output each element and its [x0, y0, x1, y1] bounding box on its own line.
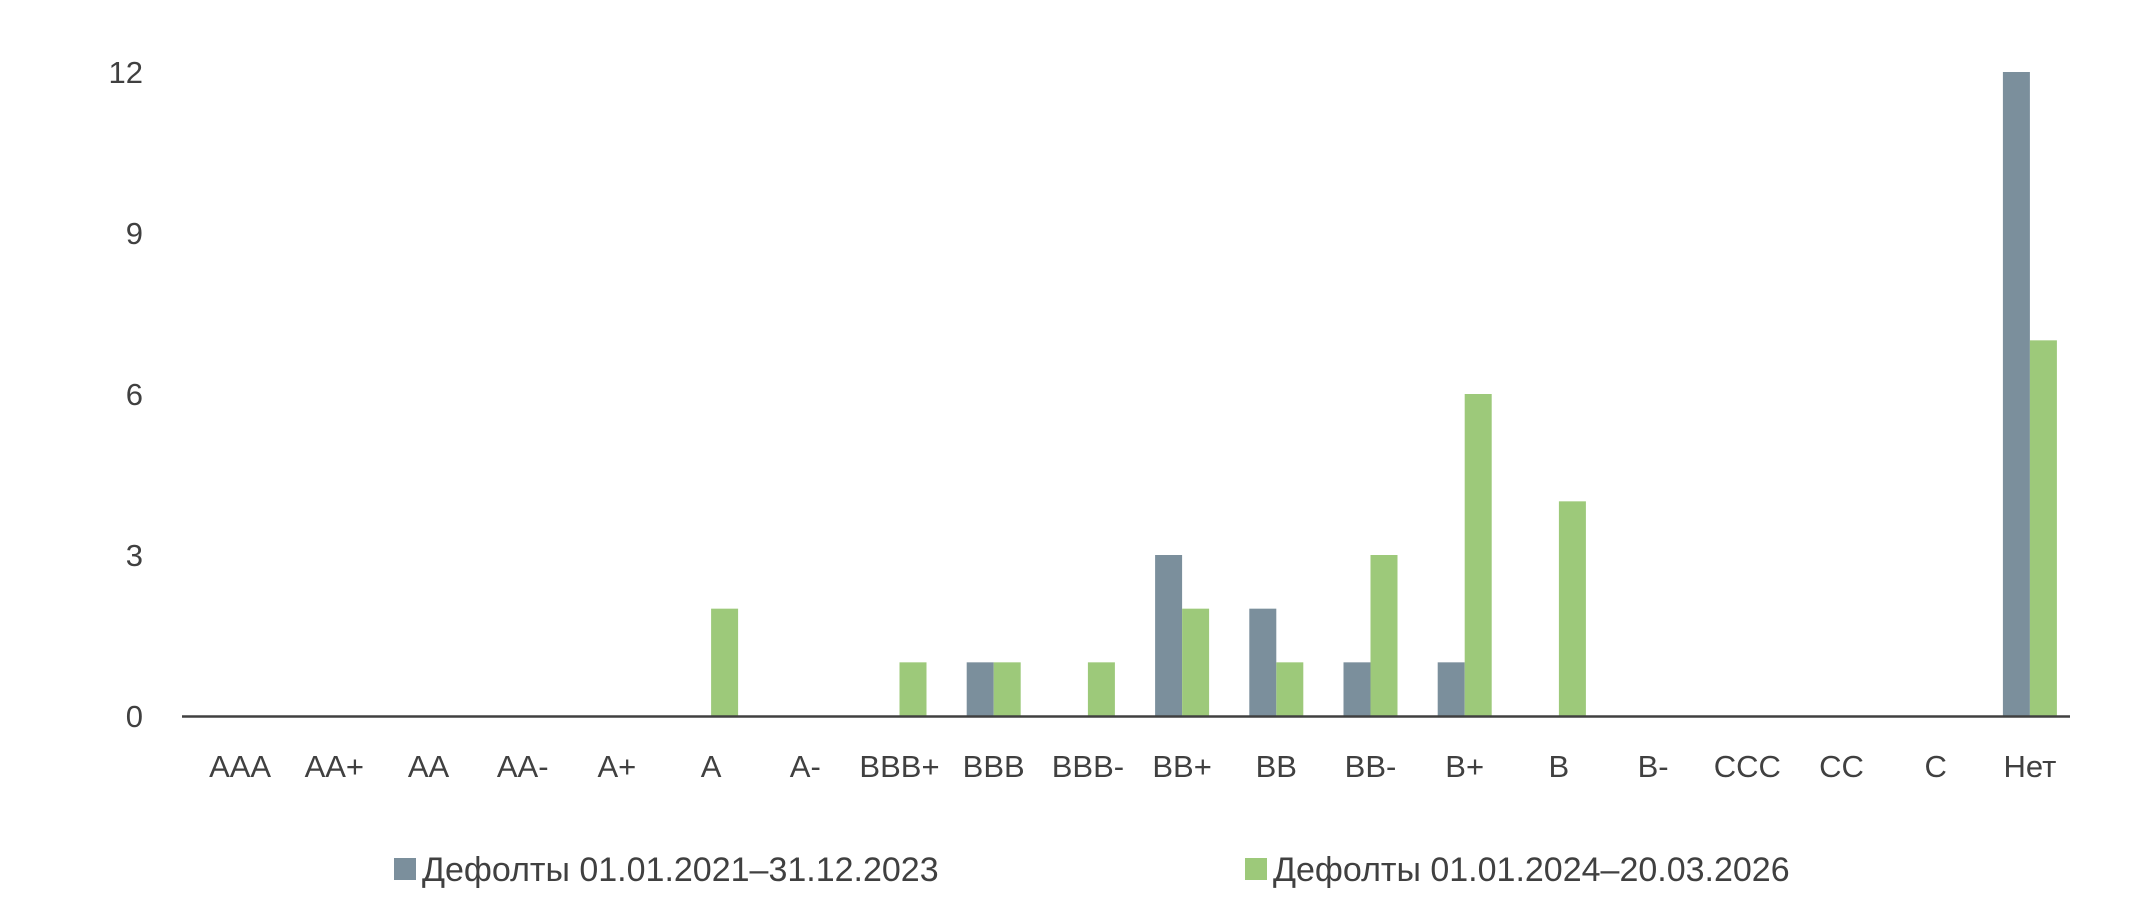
x-tick-label: BBB+	[859, 749, 939, 784]
x-tick-label: AAA	[209, 749, 271, 784]
x-tick-label: AA+	[305, 749, 364, 784]
bar-series-1-Нет	[2002, 72, 2030, 716]
x-tick-label: AA-	[497, 749, 549, 784]
x-tick-label: Нет	[2004, 749, 2057, 784]
legend-label-1: Дефолты 01.01.2021–31.12.2023	[422, 851, 939, 889]
bar-series-2-B+	[1464, 394, 1492, 716]
bar-series-1-BBB	[966, 662, 994, 716]
x-tick-label: BB	[1256, 749, 1297, 784]
x-tick-label: B+	[1445, 749, 1484, 784]
bar-series-2-B	[1558, 501, 1586, 716]
legend-label-2: Дефолты 01.01.2024–20.03.2026	[1273, 851, 1790, 889]
x-tick-label: BB+	[1152, 749, 1211, 784]
bar-series-1-BB	[1249, 608, 1277, 716]
legend-swatch-1	[394, 858, 416, 880]
x-tick-label: BBB	[963, 749, 1025, 784]
legend-swatch-2	[1245, 858, 1267, 880]
bar-series-1-B+	[1437, 662, 1465, 716]
x-tick-label: BBB-	[1052, 749, 1124, 784]
bar-series-2-BBB-	[1087, 662, 1115, 716]
x-axis-ticks: AAA AA+ AA AA- A+ A A- BBB+ BBB BBB- BB+ BB BB- B+ B B-…	[209, 749, 2056, 784]
x-tick-label: A-	[790, 749, 821, 784]
y-axis-ticks: 0 3 6 9 12	[109, 55, 143, 734]
x-tick-label: CCC	[1714, 749, 1781, 784]
bar-series-2-BBB+	[899, 662, 927, 716]
x-tick-label: B	[1549, 749, 1570, 784]
bar-series-2-BB+	[1182, 608, 1210, 716]
x-tick-label: BB-	[1345, 749, 1397, 784]
bar-series-2-BB	[1276, 662, 1304, 716]
bar-series-2-BBB	[993, 662, 1021, 716]
legend: Дефолты 01.01.2021–31.12.2023 Дефолты 01.…	[394, 851, 1790, 889]
bar-series-2-BB-	[1370, 555, 1398, 716]
bar-series-2-Нет	[2029, 340, 2057, 716]
bar-series-2-A	[711, 608, 739, 716]
y-tick-label: 9	[126, 216, 143, 251]
y-tick-label: 6	[126, 377, 143, 412]
bar-series-1-BB-	[1343, 662, 1371, 716]
x-tick-label: B-	[1638, 749, 1669, 784]
x-tick-label: CC	[1819, 749, 1864, 784]
y-tick-label: 3	[126, 538, 143, 573]
x-tick-label: AA	[408, 749, 450, 784]
y-tick-label: 12	[109, 55, 143, 90]
x-tick-label: A+	[598, 749, 637, 784]
bar-series-1-BB+	[1155, 555, 1183, 716]
bars-layer	[711, 72, 2057, 716]
x-tick-label: C	[1925, 749, 1947, 784]
x-tick-label: A	[701, 749, 722, 784]
y-tick-label: 0	[126, 699, 143, 734]
